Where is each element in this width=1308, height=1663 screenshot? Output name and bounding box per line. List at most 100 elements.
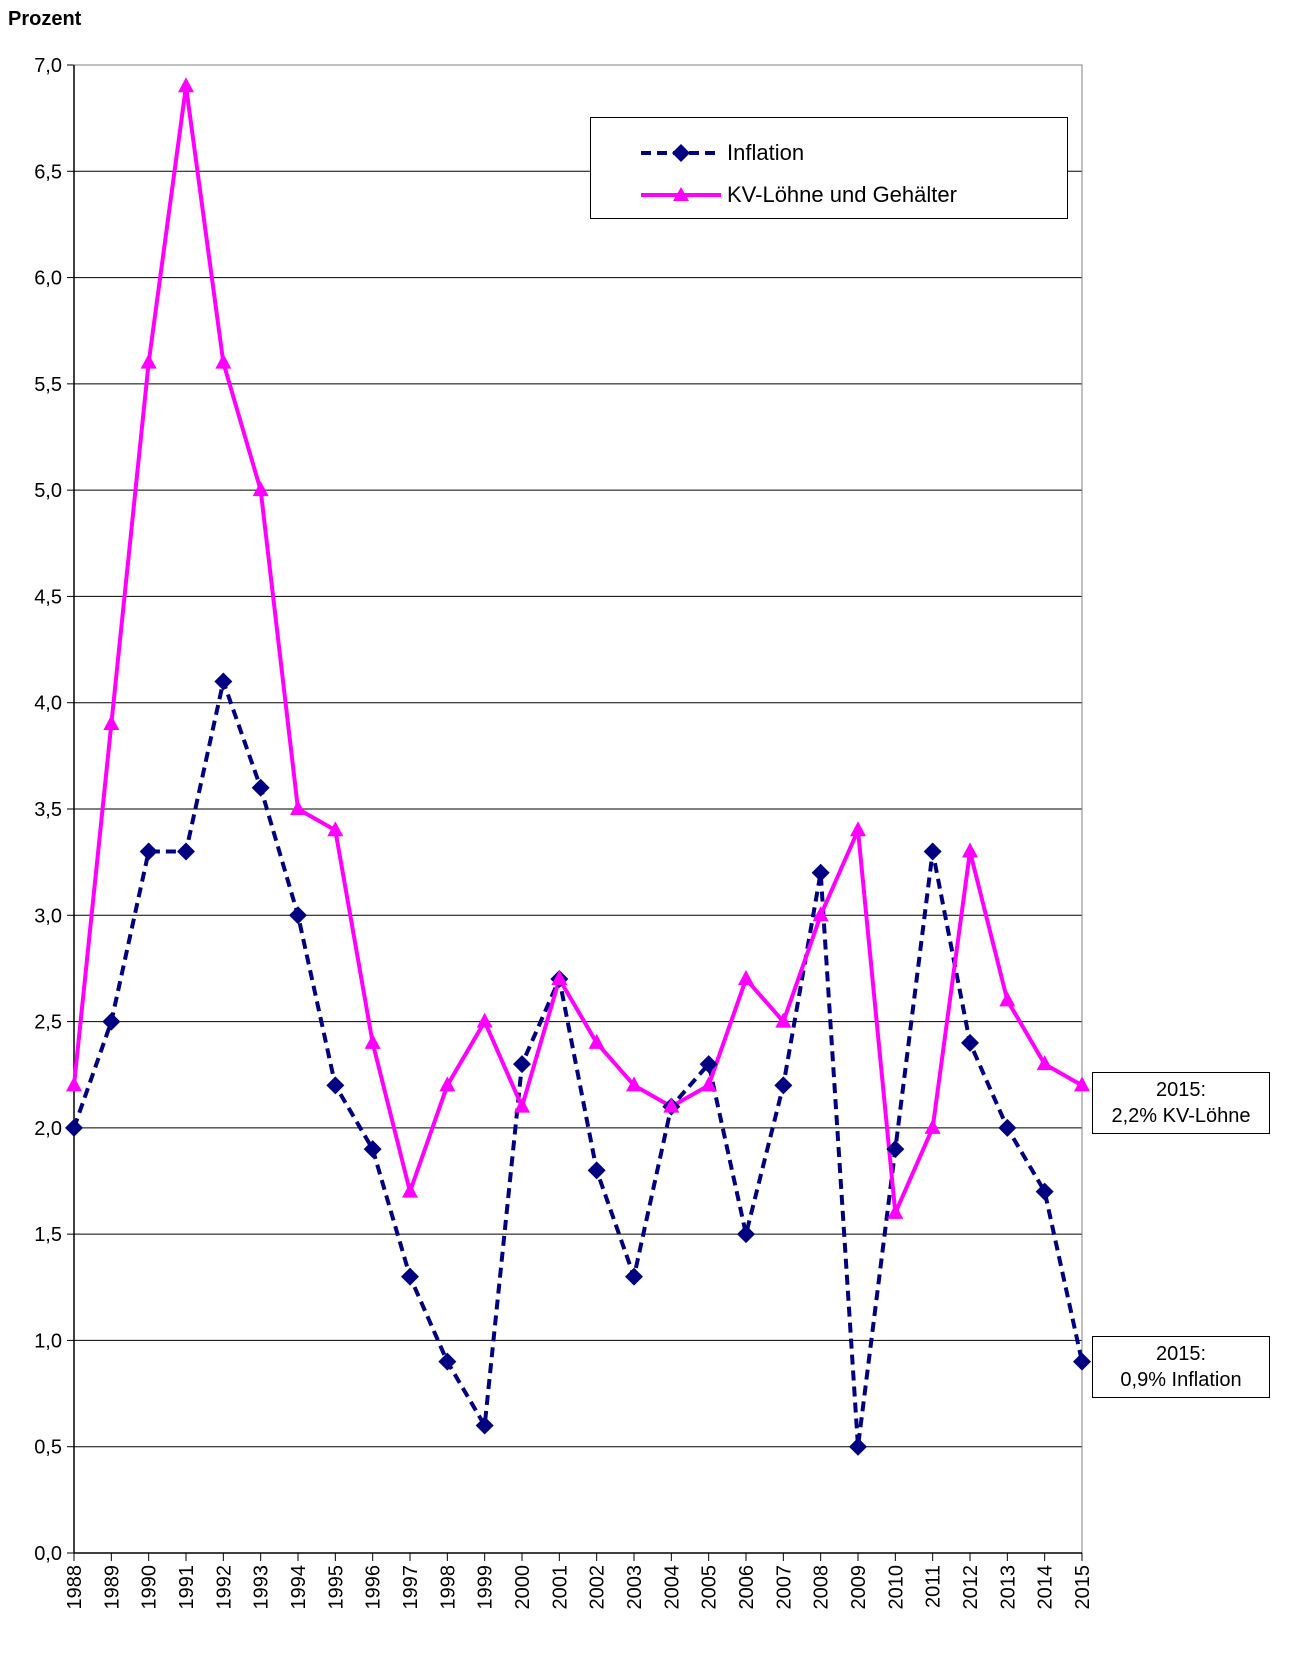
x-tick-label: 1990 — [139, 1565, 161, 1610]
data-point-1 — [439, 1076, 456, 1092]
data-point-0 — [699, 1055, 718, 1074]
data-point-1 — [626, 1076, 642, 1092]
x-tick-label: 2014 — [1035, 1565, 1057, 1610]
data-point-0 — [886, 1140, 905, 1159]
data-point-1 — [476, 1012, 493, 1028]
data-point-0 — [961, 1033, 979, 1052]
y-tick-label: 5,0 — [34, 480, 62, 502]
data-point-0 — [65, 1118, 83, 1137]
data-point-0 — [513, 1055, 531, 1074]
x-tick-label: 1995 — [325, 1565, 347, 1610]
data-point-1 — [812, 906, 829, 922]
annotation-kv-line1: 2015: — [1155, 1079, 1207, 1101]
data-point-1 — [551, 970, 568, 986]
data-point-0 — [401, 1267, 419, 1286]
x-tick-label: 2010 — [885, 1565, 907, 1610]
x-tick-label: 1999 — [475, 1565, 497, 1610]
y-tick-label: 3,0 — [34, 905, 62, 927]
x-tick-label: 1993 — [251, 1565, 273, 1610]
x-tick-label: 2003 — [624, 1565, 646, 1610]
x-tick-label: 2007 — [773, 1565, 795, 1610]
x-tick-label: 2011 — [923, 1565, 945, 1608]
data-point-0 — [625, 1267, 643, 1286]
data-point-1 — [215, 353, 232, 369]
legend-label-inflation: Inflation — [727, 140, 805, 165]
annotation-inflation-line1: 2015: — [1155, 1343, 1207, 1365]
data-point-1 — [1036, 1055, 1053, 1071]
x-tick-label: 1992 — [213, 1565, 235, 1610]
data-point-0 — [139, 842, 158, 861]
legend-swatch-inflation — [641, 144, 721, 162]
data-point-0 — [849, 1437, 867, 1456]
legend: Inflation KV-Löhne und Gehälter — [590, 117, 1068, 219]
y-tick-label: 5,5 — [34, 374, 62, 396]
data-point-0 — [363, 1140, 382, 1159]
annotation-kv-line2: 2,2% KV-Löhne — [1111, 1105, 1251, 1127]
x-tick-label: 2009 — [848, 1565, 870, 1610]
y-tick-label: 4,0 — [34, 693, 62, 715]
x-tick-label: 2006 — [736, 1565, 758, 1610]
x-tick-label: 1998 — [437, 1565, 459, 1610]
data-point-0 — [438, 1352, 457, 1371]
data-point-1 — [514, 1097, 530, 1113]
x-tick-label: 2012 — [960, 1565, 982, 1610]
data-point-0 — [475, 1416, 494, 1435]
series-line-0 — [72, 679, 1084, 1449]
data-point-1 — [402, 1182, 418, 1198]
data-point-1 — [1074, 1076, 1090, 1092]
data-point-0 — [811, 863, 830, 882]
data-point-0 — [102, 1012, 121, 1031]
data-point-1 — [738, 970, 754, 986]
data-point-1 — [999, 991, 1016, 1007]
data-point-1 — [140, 353, 157, 369]
x-tick-label: 2015 — [1072, 1565, 1094, 1610]
data-point-1 — [178, 77, 194, 93]
data-point-0 — [587, 1161, 606, 1180]
y-tick-label: 0,0 — [34, 1543, 62, 1565]
data-point-0 — [1035, 1182, 1054, 1201]
legend-item-kv: KV-Löhne und Gehälter — [591, 180, 1067, 210]
data-point-0 — [251, 778, 270, 797]
x-tick-label: 2005 — [699, 1565, 721, 1610]
annotation-inflation-2015: 2015: 0,9% Inflation — [1092, 1336, 1270, 1398]
x-tick-label: 1988 — [64, 1565, 86, 1610]
y-tick-label: 0,5 — [34, 1437, 62, 1459]
data-point-0 — [289, 906, 307, 925]
data-point-0 — [177, 842, 195, 861]
data-point-1 — [364, 1033, 381, 1049]
legend-label-kv: KV-Löhne und Gehälter — [727, 182, 957, 207]
data-point-1 — [252, 481, 269, 497]
y-tick-label: 1,0 — [34, 1330, 62, 1352]
x-tick-label: 1989 — [101, 1565, 123, 1610]
data-point-0 — [774, 1076, 793, 1095]
y-tick-label: 2,5 — [34, 1012, 62, 1034]
data-point-1 — [962, 842, 978, 858]
data-point-1 — [663, 1097, 680, 1113]
series-line-1 — [72, 84, 1083, 1215]
data-point-0 — [923, 842, 942, 861]
x-tick-label: 1991 — [176, 1565, 198, 1610]
y-tick-label: 3,5 — [34, 799, 62, 821]
x-tick-label: 1996 — [363, 1565, 385, 1610]
data-point-0 — [1073, 1352, 1091, 1371]
x-tick-label: 2008 — [811, 1565, 833, 1610]
data-point-1 — [588, 1033, 605, 1049]
x-tick-label: 2013 — [997, 1565, 1019, 1610]
x-tick-label: 2002 — [587, 1565, 609, 1610]
y-tick-label: 6,0 — [34, 268, 62, 290]
legend-item-inflation: Inflation — [591, 138, 1067, 168]
data-point-1 — [290, 800, 306, 815]
y-axis-title: Prozent — [8, 8, 82, 30]
legend-swatch-kv — [641, 187, 721, 201]
data-point-1 — [700, 1076, 717, 1092]
y-tick-label: 2,0 — [34, 1118, 62, 1140]
y-tick-label: 6,5 — [34, 161, 62, 183]
data-point-1 — [887, 1203, 904, 1219]
data-point-0 — [737, 1225, 755, 1244]
y-tick-label: 7,0 — [34, 55, 62, 77]
data-point-0 — [998, 1118, 1017, 1137]
data-point-1 — [327, 821, 344, 837]
annotation-kv-2015: 2015: 2,2% KV-Löhne — [1092, 1072, 1270, 1134]
data-point-1 — [924, 1118, 941, 1134]
